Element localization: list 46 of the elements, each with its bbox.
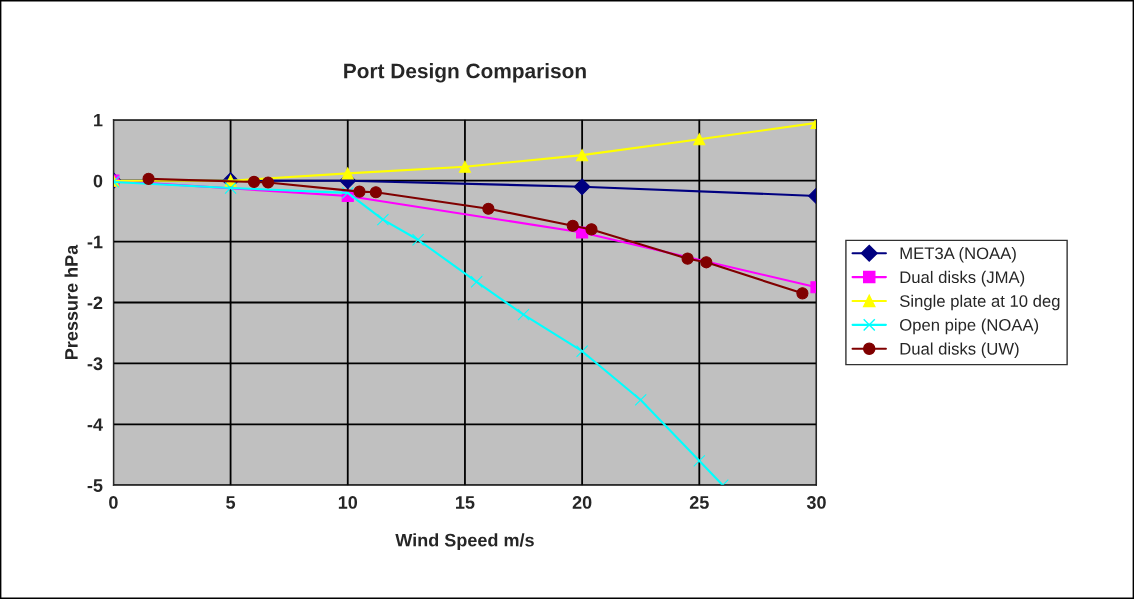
x-tick-label: 20 bbox=[572, 496, 592, 509]
point bbox=[576, 149, 589, 162]
point bbox=[142, 172, 155, 185]
point bbox=[700, 256, 713, 269]
point bbox=[693, 133, 706, 146]
y-tick-label: -4 bbox=[87, 418, 103, 431]
point bbox=[517, 308, 530, 321]
y-tick-label: -2 bbox=[87, 296, 103, 310]
point bbox=[353, 185, 366, 198]
point bbox=[482, 202, 495, 215]
y-tick-label: -5 bbox=[87, 479, 103, 492]
y-tick-label: -1 bbox=[87, 235, 103, 249]
x-tick-label: 10 bbox=[338, 496, 358, 509]
point bbox=[693, 454, 706, 467]
x-axis-title: Wind Speed m/s bbox=[395, 533, 534, 551]
point bbox=[470, 275, 483, 288]
point bbox=[262, 176, 275, 189]
chart-title: Port Design Comparison bbox=[344, 63, 586, 83]
point bbox=[634, 393, 647, 407]
point bbox=[576, 345, 589, 358]
legend-label: Single plate at 10 deg bbox=[900, 294, 1060, 311]
point bbox=[247, 175, 261, 188]
y-tick-label: -3 bbox=[87, 357, 103, 371]
point bbox=[458, 160, 472, 173]
x-tick-label: 30 bbox=[806, 496, 826, 509]
point bbox=[796, 287, 809, 300]
point bbox=[566, 219, 579, 232]
legend-label: Dual disks (JMA) bbox=[900, 270, 1025, 287]
point bbox=[585, 223, 598, 236]
x-tick-label: 25 bbox=[689, 496, 709, 509]
legend-label: Dual disks (UW) bbox=[900, 342, 1019, 358]
y-tick-label: 1 bbox=[94, 113, 103, 127]
legend-label: Open pipe (NOAA) bbox=[900, 318, 1039, 335]
x-tick-label: 0 bbox=[109, 496, 118, 509]
point bbox=[369, 186, 382, 199]
point bbox=[681, 252, 694, 265]
point bbox=[376, 213, 389, 226]
point bbox=[224, 181, 237, 195]
y-axis-title: Pressure hPa bbox=[64, 244, 78, 359]
x-tick-label: 15 bbox=[456, 496, 475, 509]
x-tick-label: 5 bbox=[226, 496, 236, 509]
y-tick-label: 0 bbox=[93, 174, 103, 188]
point bbox=[341, 167, 354, 180]
point bbox=[573, 178, 591, 196]
point bbox=[411, 233, 425, 246]
legend-label: MET3A (NOAA) bbox=[900, 246, 1016, 263]
